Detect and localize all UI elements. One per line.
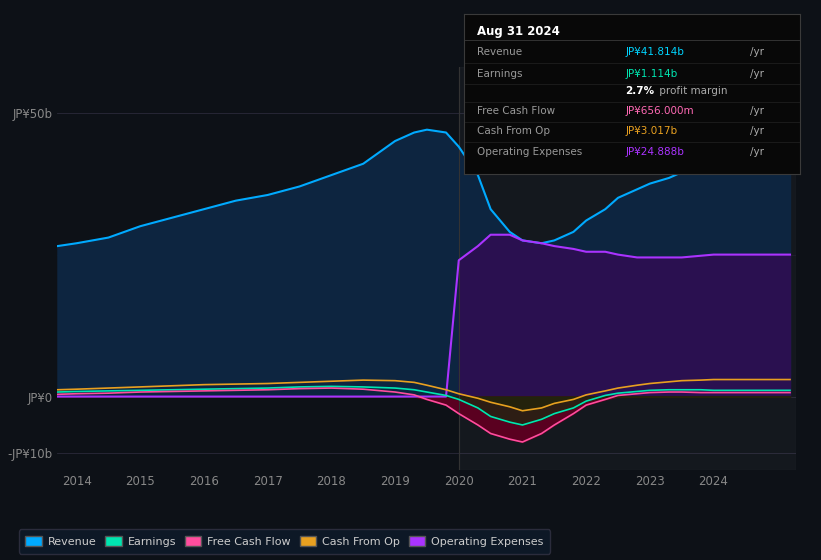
Text: Cash From Op: Cash From Op <box>477 127 550 136</box>
Text: /yr: /yr <box>750 47 764 57</box>
Text: Operating Expenses: Operating Expenses <box>477 147 583 157</box>
Text: /yr: /yr <box>750 106 764 116</box>
Text: Earnings: Earnings <box>477 69 523 79</box>
Text: JP¥24.888b: JP¥24.888b <box>626 147 685 157</box>
Text: 2.7%: 2.7% <box>626 86 654 96</box>
Text: /yr: /yr <box>750 147 764 157</box>
Text: Free Cash Flow: Free Cash Flow <box>477 106 556 116</box>
Text: JP¥656.000m: JP¥656.000m <box>626 106 694 116</box>
Text: Aug 31 2024: Aug 31 2024 <box>477 25 560 38</box>
Legend: Revenue, Earnings, Free Cash Flow, Cash From Op, Operating Expenses: Revenue, Earnings, Free Cash Flow, Cash … <box>19 529 550 553</box>
Text: profit margin: profit margin <box>656 86 727 96</box>
Bar <box>459 67 796 470</box>
Text: JP¥41.814b: JP¥41.814b <box>626 47 685 57</box>
Text: Revenue: Revenue <box>477 47 522 57</box>
Text: /yr: /yr <box>750 127 764 136</box>
Text: JP¥3.017b: JP¥3.017b <box>626 127 677 136</box>
Text: /yr: /yr <box>750 69 764 79</box>
Text: JP¥1.114b: JP¥1.114b <box>626 69 677 79</box>
